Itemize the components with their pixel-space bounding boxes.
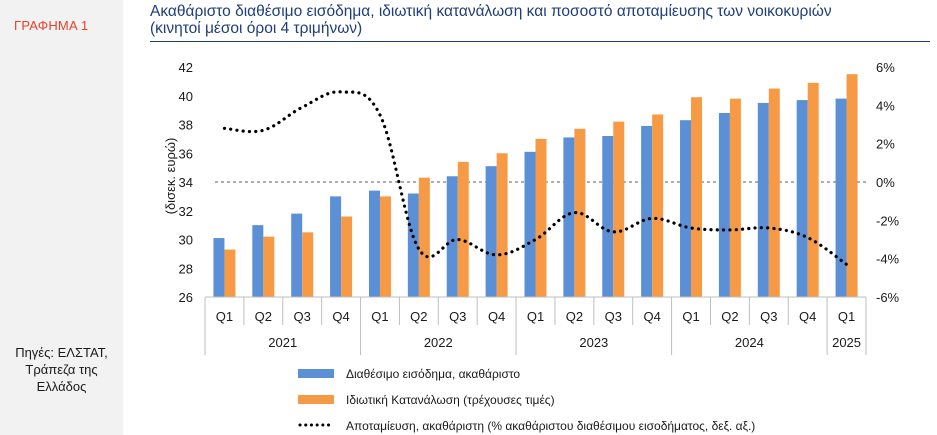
x-year-label: 2023: [579, 335, 608, 350]
x-year-label: 2025: [832, 335, 861, 350]
source-line-3: Ελλάδος: [36, 379, 87, 394]
x-year-label: 2021: [268, 335, 297, 350]
y-left-axis-label: (δισεκ. ευρώ): [163, 138, 178, 215]
bar-income: [368, 190, 380, 297]
y-left-tick-label: 32: [179, 204, 193, 219]
x-year-label: 2022: [424, 335, 453, 350]
legend-label-saving: Αποταμίευση, ακαθάριστη (% ακαθάριστου δ…: [346, 419, 755, 433]
x-tick-label: Q1: [216, 309, 233, 324]
bar-income: [835, 98, 847, 297]
x-tick-label: Q3: [605, 309, 622, 324]
y-left-tick-label: 40: [179, 89, 193, 104]
bar-consumption: [379, 196, 391, 297]
bar-consumption: [457, 161, 469, 297]
legend-label-income: Διαθέσιμο εισόδημα, ακαθάριστο: [346, 367, 520, 381]
source-line-1: Πηγές: ΕΛΣΤΑΤ,: [15, 345, 108, 360]
y-left-tick-label: 28: [179, 261, 193, 276]
bar-consumption: [691, 97, 703, 297]
bar-income: [213, 238, 225, 297]
x-tick-label: Q1: [371, 309, 388, 324]
x-tick-label: Q2: [255, 309, 272, 324]
bar-income: [757, 102, 769, 297]
x-tick-label: Q4: [488, 309, 505, 324]
saving-rate-line: [222, 90, 849, 267]
bar-income: [563, 137, 575, 297]
bar-consumption: [574, 128, 586, 297]
bar-consumption: [807, 82, 819, 297]
source-line-2: Τράπεζα της: [25, 362, 98, 377]
chart-title: Ακαθάριστο διαθέσιμο εισόδημα, ιδιωτική …: [150, 3, 930, 37]
figure-label: ΓΡΑΦΗΜΑ 1: [14, 18, 89, 33]
y-left-tick-label: 30: [179, 233, 193, 248]
x-tick-label: Q3: [294, 309, 311, 324]
bar-consumption: [418, 177, 430, 297]
y-right-tick-label: -6%: [876, 290, 900, 305]
bar-income: [796, 100, 808, 297]
bar-income: [524, 151, 536, 297]
chart-title-line-2: (κινητοί μέσοι όροι 4 τριμήνων): [150, 20, 363, 37]
y-right-tick-label: 0%: [876, 175, 895, 190]
y-right-tick-label: 6%: [876, 60, 895, 75]
y-left-tick-label: 42: [179, 60, 193, 75]
y-right-tick-label: -2%: [876, 213, 900, 228]
x-tick-label: Q3: [449, 309, 466, 324]
bar-income: [641, 125, 653, 297]
bar-consumption: [263, 236, 275, 297]
bar-consumption: [535, 138, 547, 297]
bar-consumption: [768, 88, 780, 297]
bar-income: [252, 225, 264, 297]
x-tick-label: Q2: [566, 309, 583, 324]
bar-income: [446, 176, 458, 297]
y-right-tick-label: 4%: [876, 98, 895, 113]
y-right-tick-label: 2%: [876, 137, 895, 152]
bar-income: [680, 120, 692, 297]
x-tick-label: Q4: [643, 309, 660, 324]
bar-consumption: [729, 98, 741, 297]
x-tick-label: Q3: [760, 309, 777, 324]
bar-income: [485, 166, 497, 297]
bar-income: [291, 213, 303, 297]
bar-consumption: [846, 74, 858, 297]
x-year-label: 2024: [735, 335, 764, 350]
sidebar-panel: ΓΡΑΦΗΜΑ 1 Πηγές: ΕΛΣΤΑΤ, Τράπεζα της Ελλ…: [0, 0, 123, 435]
y-left-tick-label: 36: [179, 146, 193, 161]
x-tick-label: Q2: [410, 309, 427, 324]
x-tick-label: Q4: [799, 309, 816, 324]
y-right-tick-label: -4%: [876, 252, 900, 267]
x-tick-label: Q2: [721, 309, 738, 324]
bar-consumption: [224, 249, 236, 297]
bar-income: [407, 193, 419, 297]
title-underline: [150, 41, 930, 42]
bar-consumption: [341, 216, 353, 297]
bar-consumption: [496, 153, 508, 297]
legend-label-consumption: Ιδιωτική Κατανάλωση (τρέχουσες τιμές): [346, 393, 555, 407]
bar-consumption: [302, 232, 314, 297]
bar-income: [330, 196, 342, 297]
legend-swatch-consumption: [298, 395, 334, 404]
y-left-tick-label: 26: [179, 290, 193, 305]
chart-title-line-1: Ακαθάριστο διαθέσιμο εισόδημα, ιδιωτική …: [150, 3, 832, 20]
bar-income: [602, 136, 614, 297]
source-note: Πηγές: ΕΛΣΤΑΤ, Τράπεζα της Ελλάδος: [0, 344, 123, 395]
x-tick-label: Q1: [838, 309, 855, 324]
legend-swatch-income: [298, 369, 334, 378]
x-tick-label: Q1: [682, 309, 699, 324]
bar-consumption: [652, 114, 664, 297]
y-left-tick-label: 38: [179, 118, 193, 133]
x-tick-label: Q4: [332, 309, 349, 324]
bar-consumption: [613, 121, 625, 297]
bar-income: [718, 113, 730, 297]
y-left-tick-label: 34: [179, 175, 193, 190]
x-tick-label: Q1: [527, 309, 544, 324]
